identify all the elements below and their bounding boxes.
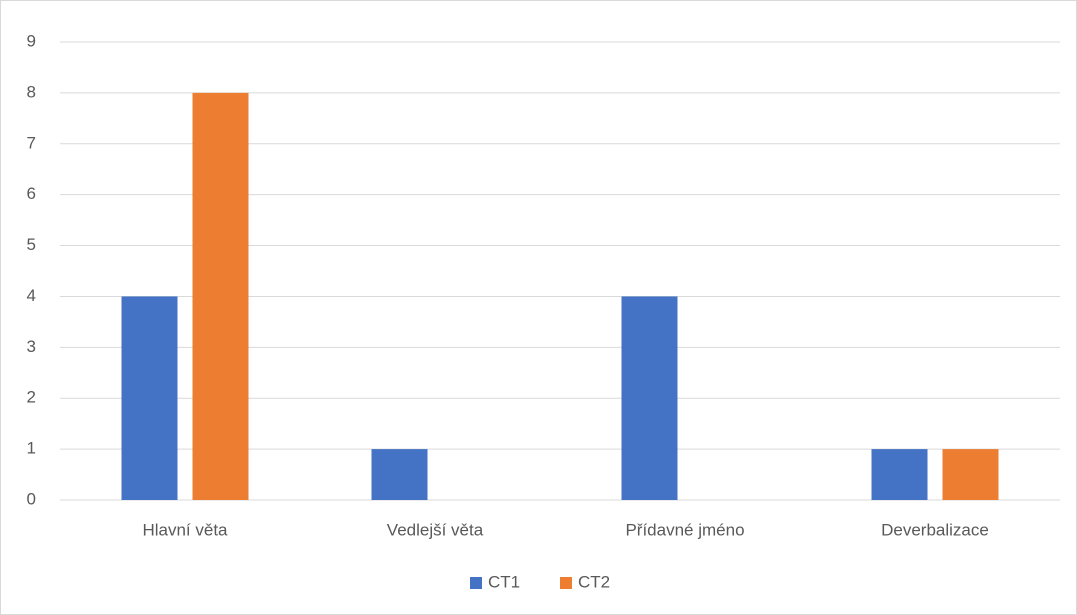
y-tick-label: 8 bbox=[27, 82, 36, 101]
y-tick-label: 4 bbox=[27, 286, 36, 305]
y-tick-label: 2 bbox=[27, 388, 36, 407]
y-tick-label: 1 bbox=[27, 439, 36, 458]
x-tick-label: Přídavné jméno bbox=[625, 520, 744, 539]
bar bbox=[192, 92, 249, 500]
bar bbox=[621, 296, 678, 500]
bar bbox=[942, 449, 999, 500]
legend-swatch bbox=[560, 577, 572, 589]
y-tick-label: 7 bbox=[27, 133, 36, 152]
y-tick-label: 3 bbox=[27, 337, 36, 356]
legend-label: CT2 bbox=[578, 572, 610, 591]
legend-label: CT1 bbox=[488, 572, 520, 591]
legend-swatch bbox=[470, 577, 482, 589]
y-tick-label: 5 bbox=[27, 235, 36, 254]
x-tick-label: Hlavní věta bbox=[142, 520, 228, 539]
x-tick-label: Vedlejší věta bbox=[387, 520, 484, 539]
bar bbox=[371, 449, 428, 500]
bar bbox=[121, 296, 178, 500]
y-tick-label: 0 bbox=[27, 489, 36, 508]
y-tick-label: 6 bbox=[27, 184, 36, 203]
x-tick-label: Deverbalizace bbox=[881, 520, 989, 539]
bar bbox=[871, 449, 928, 500]
y-tick-label: 9 bbox=[27, 31, 36, 50]
